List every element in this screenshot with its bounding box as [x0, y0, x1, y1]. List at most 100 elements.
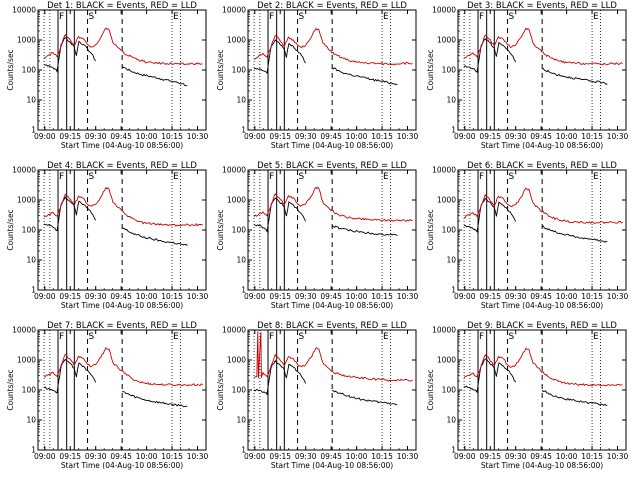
y-tick-label: 10: [236, 416, 246, 425]
flag-f-label: F: [269, 172, 274, 182]
y-tick-label: 10000: [222, 6, 246, 15]
lld-series-line: [464, 187, 623, 225]
x-tick-label: 09:45: [110, 132, 132, 141]
x-tick-label: 10:30: [187, 292, 209, 301]
flag-s-label: S: [509, 12, 515, 22]
x-tick-label: 10:30: [397, 292, 419, 301]
detector-panel-5: Det 5: BLACK = Events, RED = LLD 1 10 100 10…: [216, 161, 419, 310]
x-tick-label: 10:00: [556, 132, 578, 141]
y-axis-label: Counts/sec: [426, 369, 435, 410]
y-tick-label: 10: [236, 256, 246, 265]
flag-e-label: E: [173, 12, 179, 22]
events-series-line: [253, 359, 398, 406]
y-axis-label: Counts/sec: [6, 49, 15, 90]
x-axis-label: Start Time (04-Aug-10 08:56:00): [271, 461, 393, 470]
x-tick-label: 09:30: [505, 292, 527, 301]
x-tick-label: 09:00: [244, 292, 266, 301]
x-tick-label: 10:00: [136, 292, 158, 301]
lld-series-line: [253, 186, 413, 223]
detector-panel-1: Det 1: BLACK = Events, RED = LLD 1 10 100 10…: [6, 1, 209, 150]
y-tick-label: 10000: [222, 326, 246, 335]
panel-title: Det 7: BLACK = Events, RED = LLD: [47, 321, 197, 331]
x-axis-label: Start Time (04-Aug-10 08:56:00): [271, 301, 393, 310]
panel-title: Det 3: BLACK = Events, RED = LLD: [467, 1, 617, 11]
y-axis-label: Counts/sec: [426, 49, 435, 90]
x-axis-label: Start Time (04-Aug-10 08:56:00): [481, 461, 603, 470]
flag-e-label: E: [173, 332, 179, 342]
y-axis-label: Counts/sec: [216, 209, 225, 250]
y-tick-label: 1000: [437, 196, 456, 205]
y-tick-label: 100: [232, 386, 247, 395]
y-tick-label: 1000: [437, 356, 456, 365]
x-tick-label: 09:15: [479, 452, 501, 461]
x-tick-label: 10:15: [161, 292, 183, 301]
y-tick-label: 10: [446, 256, 456, 265]
x-tick-label: 09:00: [454, 452, 476, 461]
flag-e-label: E: [383, 12, 389, 22]
y-tick-label: 1: [31, 126, 36, 135]
y-tick-label: 1000: [227, 196, 246, 205]
x-tick-label: 09:15: [269, 452, 291, 461]
panel-title: Det 6: BLACK = Events, RED = LLD: [467, 161, 617, 171]
events-series-line: [463, 358, 608, 406]
x-tick-label: 10:30: [187, 452, 209, 461]
y-tick-label: 10000: [432, 326, 456, 335]
panel-title: Det 5: BLACK = Events, RED = LLD: [257, 161, 407, 171]
detector-panel-6: Det 6: BLACK = Events, RED = LLD 1 10 100 10…: [426, 161, 629, 310]
events-series-line: [464, 197, 608, 243]
y-tick-label: 1000: [17, 36, 36, 45]
lld-series-line: [463, 347, 623, 387]
events-series-line: [253, 197, 398, 236]
y-tick-label: 10000: [432, 166, 456, 175]
x-tick-label: 09:45: [320, 132, 342, 141]
lld-series-line: [43, 346, 203, 387]
panel-title: Det 4: BLACK = Events, RED = LLD: [47, 161, 197, 171]
x-tick-label: 09:30: [85, 452, 107, 461]
x-axis-label: Start Time (04-Aug-10 08:56:00): [61, 141, 183, 150]
x-tick-label: 09:00: [244, 452, 266, 461]
y-tick-label: 10000: [432, 6, 456, 15]
flag-e-label: E: [383, 172, 389, 182]
x-axis-label: Start Time (04-Aug-10 08:56:00): [481, 301, 603, 310]
y-axis-label: Counts/sec: [6, 209, 15, 250]
flag-f-label: F: [479, 172, 484, 182]
flag-e-label: E: [593, 332, 599, 342]
lld-series-line: [253, 331, 413, 382]
y-axis-label: Counts/sec: [426, 209, 435, 250]
detector-panel-2: Det 2: BLACK = Events, RED = LLD 1 10 100 10…: [216, 1, 419, 150]
y-tick-label: 100: [232, 226, 247, 235]
x-tick-label: 09:00: [244, 132, 266, 141]
y-axis-label: Counts/sec: [216, 369, 225, 410]
flag-f-label: F: [59, 172, 64, 182]
y-tick-label: 1000: [227, 36, 246, 45]
flag-s-label: S: [299, 172, 305, 182]
y-tick-label: 1000: [227, 356, 246, 365]
x-tick-label: 10:00: [346, 292, 368, 301]
y-axis-label: Counts/sec: [216, 49, 225, 90]
flag-e-label: E: [173, 172, 179, 182]
y-tick-label: 1000: [17, 356, 36, 365]
detector-panel-9: Det 9: BLACK = Events, RED = LLD 1 10 100 10…: [426, 321, 629, 470]
flag-s-label: S: [299, 332, 305, 342]
x-tick-label: 09:45: [530, 452, 552, 461]
x-tick-label: 10:00: [136, 132, 158, 141]
y-tick-label: 10: [26, 416, 36, 425]
flag-s-label: S: [89, 12, 95, 22]
x-tick-label: 09:45: [110, 452, 132, 461]
detector-panel-4: Det 4: BLACK = Events, RED = LLD 1 10 100 10…: [6, 161, 209, 310]
x-tick-label: 10:30: [607, 132, 629, 141]
flag-s-label: S: [89, 332, 95, 342]
lld-series-line: [43, 27, 203, 66]
flag-e-label: E: [593, 172, 599, 182]
lld-series-line: [43, 186, 203, 227]
x-tick-label: 10:00: [556, 452, 578, 461]
x-tick-label: 10:30: [397, 132, 419, 141]
x-tick-label: 09:15: [269, 292, 291, 301]
x-tick-label: 09:00: [34, 132, 56, 141]
flag-s-label: S: [89, 172, 95, 182]
y-tick-label: 100: [442, 386, 457, 395]
x-tick-label: 10:00: [346, 132, 368, 141]
x-tick-label: 09:30: [505, 132, 527, 141]
x-tick-label: 09:45: [530, 132, 552, 141]
